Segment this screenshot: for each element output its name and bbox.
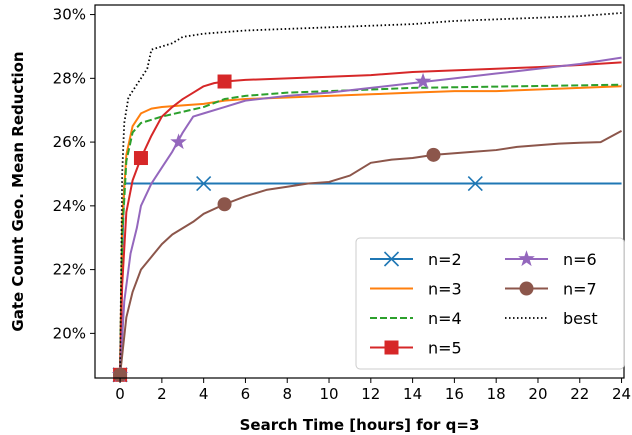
- x-tick-label: 14: [403, 385, 422, 403]
- legend-label: n=3: [428, 280, 462, 299]
- x-tick-label: 20: [528, 385, 547, 403]
- x-tick-label: 0: [115, 385, 125, 403]
- legend-box: [355, 237, 625, 370]
- y-tick-label: 22%: [53, 261, 86, 279]
- legend-marker: [519, 281, 534, 296]
- x-tick-label: 18: [487, 385, 506, 403]
- legend-label: best: [563, 309, 598, 328]
- series-line-n=6: [119, 56, 622, 375]
- data-point-n=6: [170, 133, 187, 150]
- legend-item-n=2: n=2: [370, 250, 462, 269]
- data-point-n=2: [467, 175, 483, 192]
- series-line-n=4: [119, 83, 622, 375]
- legend-item-n=4: n=4: [370, 309, 462, 328]
- data-point-n=2: [196, 175, 212, 192]
- y-tick-label: 24%: [53, 197, 86, 215]
- y-axis-title: Gate Count Geo. Mean Reduction: [9, 51, 27, 331]
- data-point-n=5: [133, 151, 148, 166]
- y-tick-label: 30%: [53, 6, 86, 24]
- x-tick-label: 2: [157, 385, 167, 403]
- y-tick-label: 26%: [53, 133, 86, 151]
- series-line-n=5: [119, 61, 622, 375]
- legend-item-n=5: n=5: [370, 339, 462, 358]
- data-point-n=6: [414, 72, 432, 89]
- x-tick-label: 10: [319, 385, 338, 403]
- legend-item-n=6: n=6: [505, 250, 597, 269]
- series-line-n=7: [119, 130, 623, 375]
- data-point-n=7: [217, 197, 232, 212]
- legend-label: n=2: [428, 250, 462, 269]
- series-line-n=3: [119, 85, 622, 375]
- y-tick-label: 28%: [53, 69, 86, 87]
- x-axis-title: Search Time [hours] for q=3: [240, 416, 480, 434]
- x-tick-label: 6: [241, 385, 251, 403]
- legend-marker: [383, 251, 400, 267]
- y-tick-label: 20%: [53, 324, 86, 342]
- x-tick-label: 16: [445, 385, 464, 403]
- legend-label: n=6: [563, 250, 597, 269]
- legend-marker: [518, 250, 535, 267]
- plot-frame: [94, 4, 625, 379]
- legend-label: n=5: [428, 339, 462, 358]
- x-tick-label: 22: [570, 385, 589, 403]
- legend-item-n=7: n=7: [505, 280, 597, 299]
- x-tick-label: 12: [361, 385, 380, 403]
- x-tick-label: 8: [282, 385, 292, 403]
- y-axis-ticks: 20% 22% 24% 26% 28% 30%: [53, 6, 95, 342]
- plot-lines: [119, 12, 623, 375]
- x-tick-label: 4: [199, 385, 209, 403]
- legend-item-n=3: n=3: [370, 280, 462, 299]
- x-tick-label: 24: [612, 385, 631, 403]
- series-line-best: [119, 12, 622, 375]
- legend-marker: [384, 340, 399, 355]
- data-point-n=7: [426, 147, 441, 162]
- legend: n=2 n=3 n=4 n=5 n=6 n=7 best: [355, 237, 625, 370]
- legend-label: n=7: [563, 280, 597, 299]
- data-point-n=5: [217, 74, 232, 89]
- x-axis-ticks: 0 2 4 6 8 10 12 14 16 18 20 22 24: [115, 378, 631, 403]
- legend-label: n=4: [428, 309, 462, 328]
- legend-item-best: best: [505, 309, 598, 328]
